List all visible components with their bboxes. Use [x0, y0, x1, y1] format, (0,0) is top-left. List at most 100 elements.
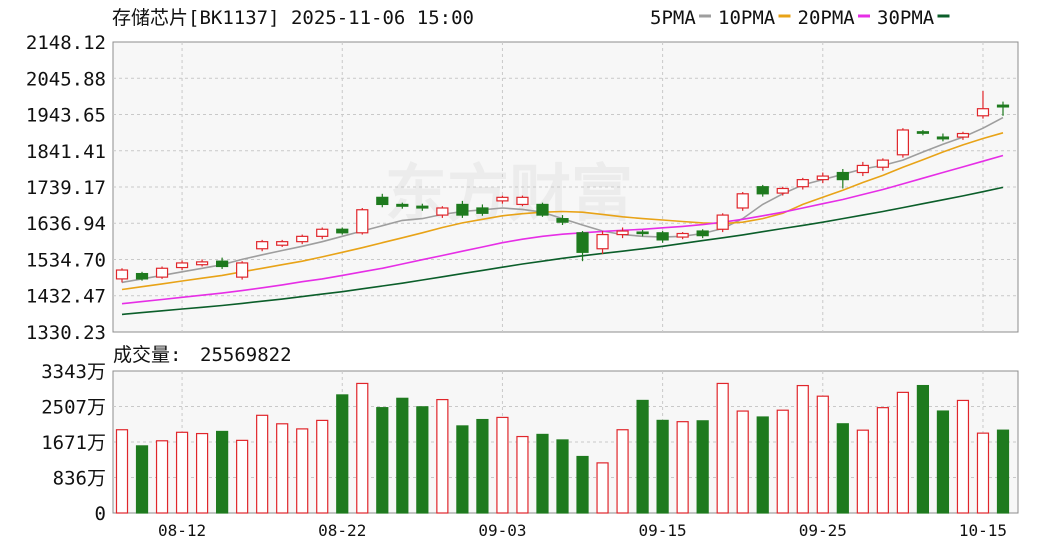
candle: [436, 206, 449, 218]
volume-label: 成交量:: [113, 344, 181, 366]
volume-bar: [336, 394, 349, 514]
candle-body: [936, 136, 950, 140]
chart-title: 存储芯片[BK1137] 2025-11-06 15:00: [112, 7, 474, 29]
candle-body: [115, 269, 129, 280]
candle-body: [396, 203, 409, 207]
candle: [336, 227, 349, 235]
candle: [776, 186, 789, 196]
volume-bar: [776, 409, 789, 514]
candle-body: [656, 232, 669, 241]
candle: [596, 231, 609, 255]
volume-bar: [976, 432, 990, 514]
price-tick-7: 1432.47: [26, 286, 106, 308]
date-tick-0: 08-12: [158, 521, 206, 540]
candle-body: [836, 171, 849, 181]
volume-bar: [836, 423, 849, 514]
price-tick-1: 2045.88: [26, 68, 106, 90]
volume-bar: [996, 429, 1010, 514]
candle-body: [556, 218, 569, 223]
candle-body: [976, 108, 990, 117]
candle-body: [756, 186, 769, 195]
candle: [175, 260, 189, 271]
volume-bar: [696, 420, 709, 514]
volume-bar: [616, 429, 629, 514]
candle: [616, 227, 629, 239]
volume-bar: [376, 407, 389, 514]
legend-label-0: 5PMA: [650, 7, 696, 29]
volume-tick-2: 1671万: [41, 432, 106, 454]
candle-body: [436, 207, 449, 216]
ma-line-10PMA: [121, 132, 1004, 291]
candle-body: [516, 196, 529, 206]
legend-label-1: 10PMA: [718, 7, 776, 29]
candle-body: [536, 203, 549, 216]
volume-bar: [876, 407, 889, 514]
candle-body: [816, 175, 829, 181]
candle-body: [296, 235, 309, 243]
volume-bar: [155, 440, 169, 514]
candle-body: [476, 207, 489, 214]
candle: [696, 229, 709, 239]
volume-bar: [656, 419, 669, 514]
candles: [115, 90, 1010, 283]
candle: [856, 161, 869, 177]
price-tick-8: 1330.23: [26, 322, 106, 344]
volume-bar: [216, 430, 229, 514]
volume-bar: [856, 429, 869, 514]
candle: [396, 202, 409, 209]
candle: [155, 266, 169, 279]
volume-bar: [175, 431, 189, 514]
candle: [896, 128, 909, 158]
volume-bar: [236, 439, 249, 514]
candle: [536, 202, 549, 217]
candle: [936, 133, 950, 142]
volume-bar: [436, 398, 449, 514]
candle: [796, 177, 809, 190]
candle: [756, 184, 769, 197]
candle-body: [376, 196, 389, 206]
candle: [276, 239, 289, 247]
volume-bar: [396, 397, 409, 514]
candle-body: [236, 262, 249, 278]
candle-body: [256, 241, 269, 250]
volume-bar: [676, 421, 689, 514]
candle: [115, 268, 129, 283]
volume-bar: [636, 399, 649, 514]
volume-bar: [476, 418, 489, 514]
candle: [736, 192, 749, 211]
volume-bar: [356, 382, 369, 514]
candle: [836, 168, 849, 189]
volume-bar: [556, 439, 569, 514]
candle-body: [155, 267, 169, 278]
candle: [916, 129, 930, 136]
candle-body: [216, 260, 229, 268]
candle: [376, 193, 389, 208]
price-tick-3: 1841.41: [26, 141, 106, 163]
candle-body: [736, 193, 749, 209]
candle: [876, 158, 889, 171]
candle-body: [316, 228, 329, 237]
candle: [516, 195, 529, 207]
candle-body: [876, 159, 889, 168]
candle-body: [956, 132, 970, 138]
volume-bar: [256, 414, 269, 514]
price-axis: 2148.12 2045.88 1943.65 1841.41 1739.17 1636.…: [26, 32, 106, 344]
candle-body: [456, 203, 469, 216]
candle-body: [416, 205, 429, 209]
candle-body: [696, 230, 709, 237]
candle-body: [636, 231, 649, 235]
candle-body: [896, 129, 909, 156]
candle: [636, 229, 649, 237]
candle-body: [175, 262, 189, 269]
volume-bar: [816, 395, 829, 514]
volume-bar: [576, 455, 589, 514]
candle-body: [856, 164, 869, 174]
candle-body: [576, 232, 589, 253]
candle: [816, 172, 829, 184]
candle-body: [195, 261, 209, 266]
volume-bar: [596, 462, 609, 514]
price-tick-6: 1534.70: [26, 250, 106, 272]
candle: [996, 101, 1010, 116]
candle-body: [356, 209, 369, 234]
